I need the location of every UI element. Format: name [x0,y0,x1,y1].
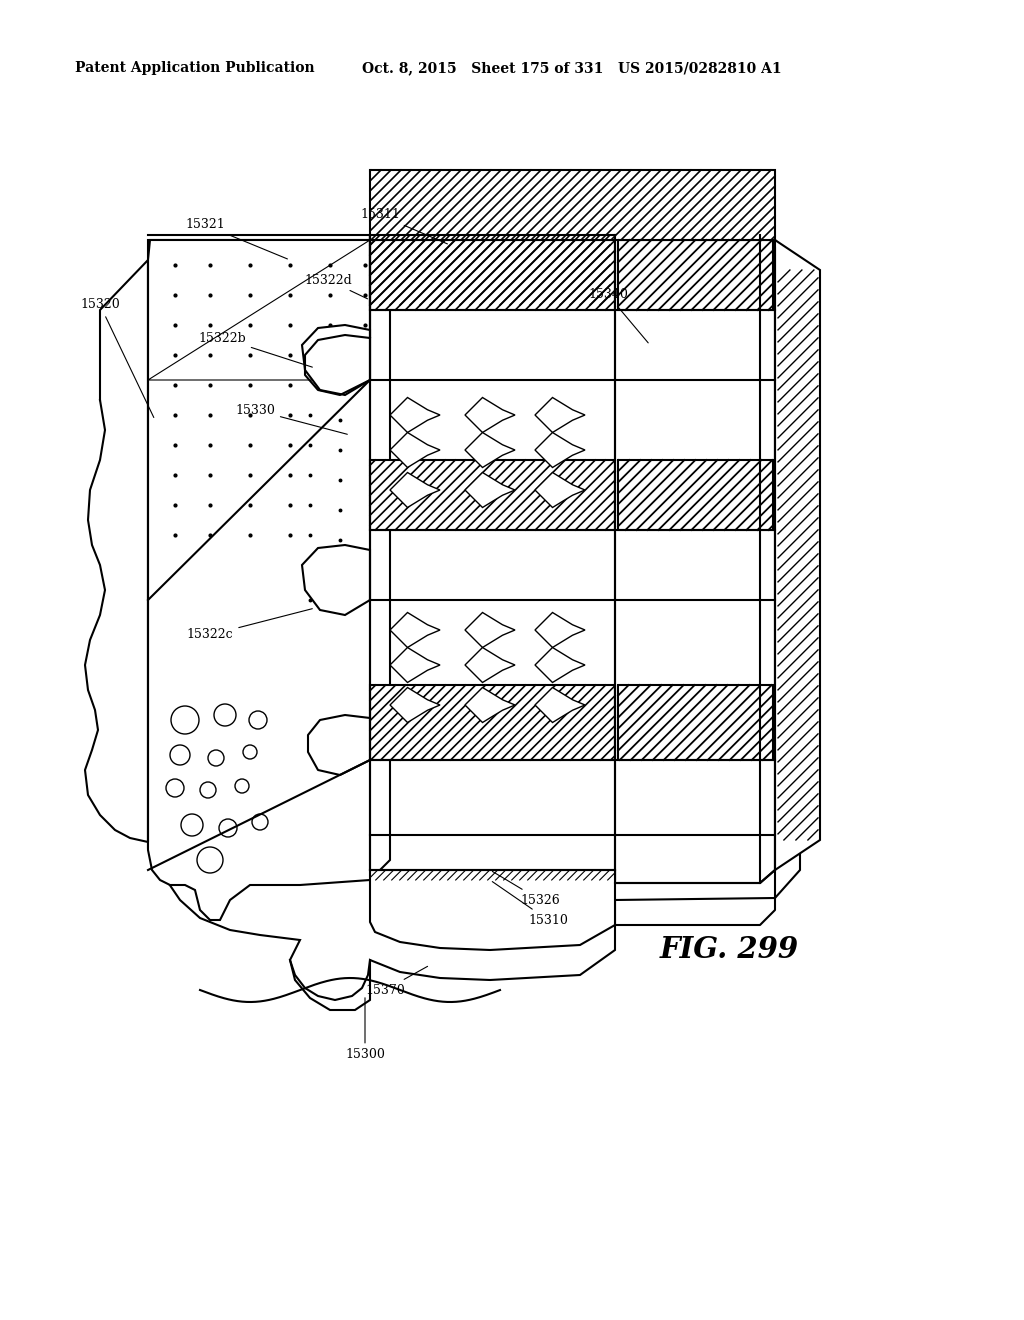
Polygon shape [615,235,775,883]
Polygon shape [535,648,585,682]
Polygon shape [390,612,440,648]
Polygon shape [465,688,515,722]
Text: FIG. 299: FIG. 299 [660,936,799,965]
Text: 15370: 15370 [366,966,428,997]
Text: 15322d: 15322d [304,273,368,298]
Polygon shape [535,612,585,648]
Text: Oct. 8, 2015   Sheet 175 of 331   US 2015/0282810 A1: Oct. 8, 2015 Sheet 175 of 331 US 2015/02… [362,61,781,75]
Text: 15321: 15321 [185,219,288,259]
Polygon shape [618,459,773,531]
Polygon shape [778,271,818,840]
Polygon shape [370,240,615,310]
Text: 15330: 15330 [236,404,347,434]
Polygon shape [465,648,515,682]
Text: 15322c: 15322c [186,609,312,642]
Polygon shape [465,433,515,467]
Text: 15326: 15326 [493,871,560,907]
Text: 15300: 15300 [345,998,385,1061]
Polygon shape [390,433,440,467]
Polygon shape [302,545,370,615]
Polygon shape [618,685,773,760]
Polygon shape [370,870,615,880]
Polygon shape [390,397,440,433]
Text: 15310: 15310 [493,882,568,927]
Polygon shape [465,473,515,507]
Text: Patent Application Publication: Patent Application Publication [75,61,314,75]
Polygon shape [465,397,515,433]
Polygon shape [390,688,440,722]
Polygon shape [370,870,615,950]
Polygon shape [535,397,585,433]
Polygon shape [370,459,615,531]
Text: 15320: 15320 [80,298,154,417]
Polygon shape [465,612,515,648]
Polygon shape [370,685,615,760]
Polygon shape [390,648,440,682]
Polygon shape [535,433,585,467]
Polygon shape [535,688,585,722]
Text: 15322b: 15322b [198,331,312,367]
Polygon shape [148,240,390,920]
Polygon shape [618,240,773,310]
Text: 15340: 15340 [588,289,648,343]
Text: 15311: 15311 [360,209,447,244]
Polygon shape [390,473,440,507]
Polygon shape [370,170,775,240]
Polygon shape [775,240,820,870]
Polygon shape [535,473,585,507]
Polygon shape [302,325,370,395]
Polygon shape [370,235,610,305]
